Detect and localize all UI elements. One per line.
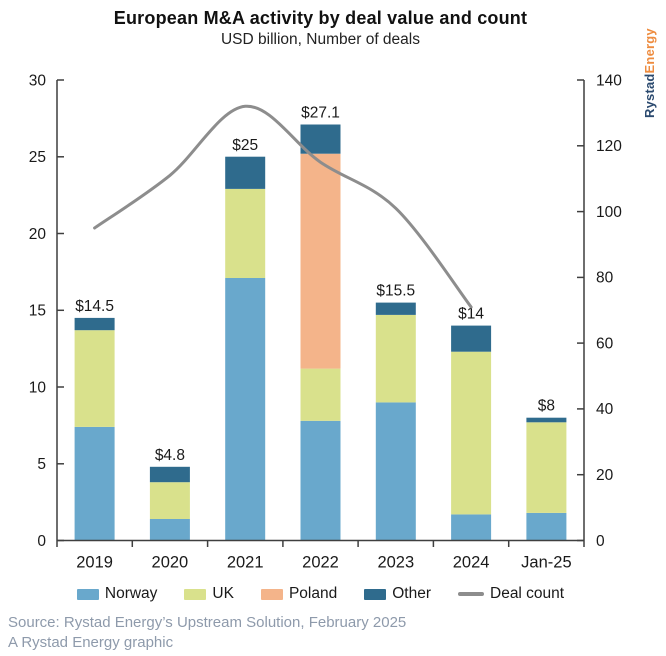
right-axis-tick-label: 100 xyxy=(596,204,622,221)
right-axis-tick-label: 60 xyxy=(596,335,614,352)
source-line: Source: Rystad Energy’s Upstream Solutio… xyxy=(8,614,407,631)
legend-label-poland: Poland xyxy=(288,585,338,602)
x-axis-category-label: 2020 xyxy=(152,554,189,572)
footer: Source: Rystad Energy’s Upstream Solutio… xyxy=(8,613,406,653)
bar-segment-norway-2020 xyxy=(149,519,190,541)
legend-label-uk: UK xyxy=(212,585,234,602)
bar-value-label: $8 xyxy=(538,398,555,415)
bar-segment-uk-2023 xyxy=(375,314,416,403)
bar-segment-other-2020 xyxy=(149,466,190,483)
left-axis-tick-label: 5 xyxy=(37,456,46,473)
legend-label-other: Other xyxy=(392,585,431,602)
bar-segment-norway-2024 xyxy=(451,514,492,541)
left-axis-tick-label: 0 xyxy=(37,533,46,550)
legend-label-deal-count: Deal count xyxy=(490,585,565,602)
right-axis-tick-label: 120 xyxy=(596,138,622,155)
axis-labels: 0 5 10 15 20 25 30 0 20 40 60 80 100 120 140 2019 2020 20… xyxy=(29,72,622,571)
bar-segment-norway-2023 xyxy=(375,402,416,541)
bar-segment-other-2022 xyxy=(300,124,341,154)
legend-item-other: Other xyxy=(364,585,431,603)
bar-segment-uk-2024 xyxy=(451,351,492,515)
bar-segment-uk-2021 xyxy=(225,189,266,278)
bar-segment-uk-Jan-25 xyxy=(526,422,567,513)
left-axis-tick-label: 10 xyxy=(29,379,47,396)
bar-segment-uk-2022 xyxy=(300,368,341,421)
right-axis-tick-label: 80 xyxy=(596,270,614,287)
bar-value-label: $15.5 xyxy=(376,283,415,300)
legend-swatch-deal-count xyxy=(458,592,484,596)
legend-item-norway: Norway xyxy=(76,585,158,603)
bar-segment-norway-2019 xyxy=(74,426,115,541)
chart-plot-area: 0 5 10 15 20 25 30 0 20 40 60 80 100 120 140 2019 2020 20… xyxy=(29,72,622,571)
bar-segment-other-2021 xyxy=(225,156,266,189)
bars-group xyxy=(74,124,567,541)
bar-value-label: $4.8 xyxy=(155,447,185,464)
legend-label-norway: Norway xyxy=(104,585,158,602)
axes xyxy=(56,79,585,547)
bar-segment-other-2023 xyxy=(375,302,416,315)
chart-legend: Norway UK Poland Other Deal count xyxy=(0,585,641,603)
bar-segment-norway-2022 xyxy=(300,420,341,541)
bar-segment-norway-2021 xyxy=(225,278,266,541)
bar-segment-uk-2020 xyxy=(149,482,190,519)
legend-swatch-norway xyxy=(76,588,99,600)
left-axis-tick-label: 15 xyxy=(29,303,46,320)
credit-line: A Rystad Energy graphic xyxy=(8,634,174,651)
legend-swatch-uk xyxy=(184,588,207,600)
left-axis-tick-label: 25 xyxy=(29,149,46,166)
bar-segment-uk-2019 xyxy=(74,330,115,427)
left-axis-tick-label: 30 xyxy=(29,72,47,89)
x-axis-category-label: 2023 xyxy=(377,554,414,572)
bar-value-label: $14 xyxy=(458,306,484,323)
x-axis-category-label: 2022 xyxy=(302,554,339,572)
chart-title: European M&A activity by deal value and … xyxy=(113,8,528,28)
x-axis-category-label: Jan-25 xyxy=(521,554,571,572)
bar-value-label: $27.1 xyxy=(301,105,340,122)
right-axis-tick-label: 20 xyxy=(596,467,614,484)
bar-segment-other-2019 xyxy=(74,317,115,331)
right-axis-tick-label: 140 xyxy=(596,72,622,89)
legend-swatch-other xyxy=(364,588,387,600)
legend-item-uk: UK xyxy=(184,585,234,603)
bar-segment-poland-2022 xyxy=(300,153,341,369)
legend-item-poland: Poland xyxy=(260,585,338,603)
bar-segment-norway-Jan-25 xyxy=(526,512,567,541)
bar-value-label: $14.5 xyxy=(75,298,114,315)
bar-segment-other-2024 xyxy=(451,325,492,352)
bar-segment-other-Jan-25 xyxy=(526,417,567,423)
bar-value-labels: $14.5 $4.8 $25 $27.1 $15.5 $14 $8 xyxy=(75,105,555,464)
x-axis-category-label: 2019 xyxy=(76,554,113,572)
chart-subtitle: USD billion, Number of deals xyxy=(220,31,420,48)
right-axis-tick-label: 0 xyxy=(596,533,605,550)
right-axis-tick-label: 40 xyxy=(596,401,614,418)
deal-count-line xyxy=(93,104,473,309)
bar-value-label: $25 xyxy=(232,137,258,154)
left-axis-tick-label: 20 xyxy=(29,226,47,243)
legend-item-deal-count: Deal count xyxy=(458,585,564,603)
x-axis-category-label: 2024 xyxy=(453,554,490,572)
x-axis-category-label: 2021 xyxy=(227,554,264,572)
legend-swatch-poland xyxy=(260,588,283,600)
